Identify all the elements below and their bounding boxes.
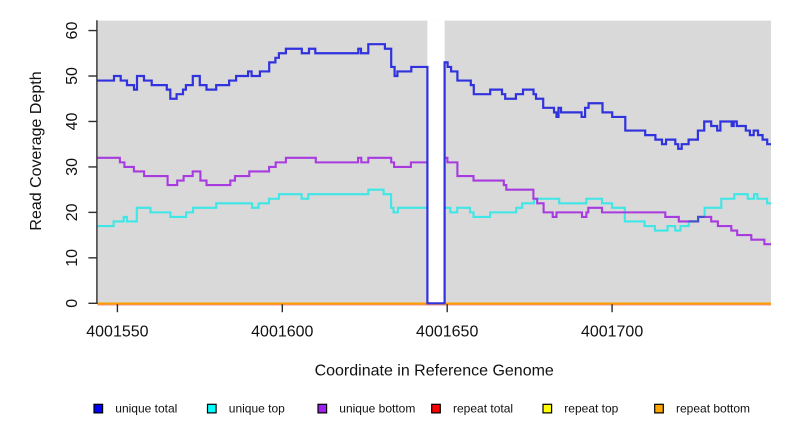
svg-text:4001550: 4001550 <box>86 324 148 341</box>
svg-text:0: 0 <box>64 299 81 308</box>
svg-text:Read Coverage Depth: Read Coverage Depth <box>28 71 45 230</box>
svg-text:20: 20 <box>64 203 81 221</box>
svg-text:Coordinate in Reference Genome: Coordinate in Reference Genome <box>315 363 554 380</box>
svg-text:unique top: unique top <box>229 402 285 416</box>
svg-text:4001600: 4001600 <box>251 324 313 341</box>
svg-text:repeat top: repeat top <box>564 402 618 416</box>
svg-text:repeat total: repeat total <box>453 402 513 416</box>
svg-text:unique bottom: unique bottom <box>339 402 415 416</box>
svg-text:unique total: unique total <box>115 402 177 416</box>
svg-text:50: 50 <box>64 67 81 85</box>
svg-text:10: 10 <box>64 249 81 267</box>
svg-text:repeat bottom: repeat bottom <box>676 402 750 416</box>
svg-text:40: 40 <box>64 112 81 130</box>
svg-text:60: 60 <box>64 22 81 40</box>
svg-text:4001700: 4001700 <box>581 324 643 341</box>
svg-text:4001650: 4001650 <box>416 324 478 341</box>
svg-text:30: 30 <box>64 158 81 176</box>
